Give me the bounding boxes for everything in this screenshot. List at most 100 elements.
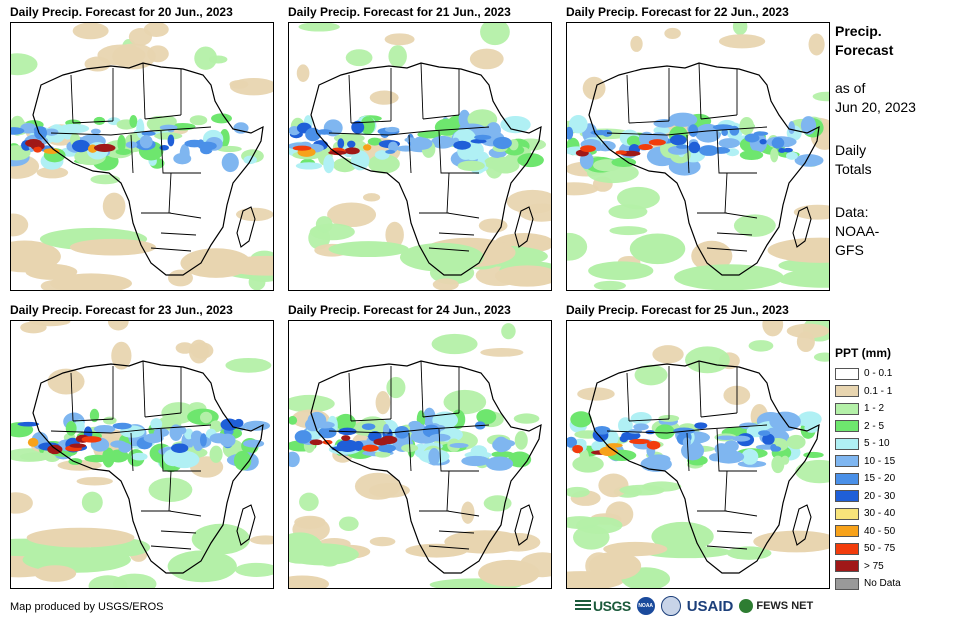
legend-swatch (835, 437, 859, 450)
precip-patch (295, 162, 323, 170)
legend-swatch (835, 560, 859, 573)
precip-patch (97, 44, 146, 66)
precip-patch (131, 452, 148, 461)
precip-patch (289, 575, 330, 588)
country-border (428, 247, 470, 252)
precip-patch (598, 473, 629, 498)
precip-core (315, 421, 335, 429)
precip-patch (323, 154, 335, 174)
precip-patch (158, 115, 177, 128)
legend-item: 1 - 2 (835, 400, 960, 418)
precip-patch (577, 387, 615, 401)
heavy-precip (328, 150, 347, 155)
precip-patch (432, 278, 459, 290)
precip-patch (741, 448, 759, 465)
precip-core (567, 126, 574, 140)
precip-patch (629, 233, 686, 265)
precip-core (159, 124, 178, 131)
precip-patch (651, 521, 714, 552)
precip-patch (169, 450, 200, 469)
precip-core (190, 430, 203, 443)
precip-patch (225, 357, 272, 373)
precip-patch (294, 515, 326, 529)
panel-title: Daily Precip. Forecast for 22 Jun., 2023 (566, 5, 789, 19)
precip-patch (362, 193, 381, 202)
country-border (350, 418, 392, 422)
precip-core (382, 423, 390, 435)
heavy-precip (638, 143, 653, 151)
totals-label: Totals (835, 161, 872, 177)
precip-core (71, 139, 90, 153)
legend-item: 10 - 15 (835, 453, 960, 471)
country-border (438, 530, 475, 534)
country-border (716, 530, 753, 534)
heavy-precip (572, 444, 584, 454)
heavy-precip (292, 145, 312, 151)
precip-patch (128, 28, 153, 46)
precip-patch (34, 565, 77, 582)
precip-core (112, 422, 132, 430)
precip-patch (616, 186, 660, 210)
country-border (438, 428, 479, 472)
data-label: Data: (835, 204, 869, 220)
precip-patch (233, 450, 252, 471)
precip-core (408, 420, 422, 429)
legend-swatch (835, 367, 859, 380)
legend-item: 0 - 0.1 (835, 365, 960, 383)
precip-patch (634, 364, 668, 386)
country-border (72, 120, 114, 124)
precip-patch (208, 55, 228, 64)
data-source-2: GFS (835, 242, 864, 258)
precip-core (404, 137, 417, 143)
madagascar-outline (792, 206, 812, 248)
country-border (606, 126, 768, 136)
precip-core (394, 425, 410, 439)
heavy-precip (629, 438, 650, 445)
precip-core (474, 134, 492, 140)
legend-swatch (835, 490, 859, 503)
precip-core (385, 445, 394, 454)
precip-patch (795, 459, 829, 484)
precip-map (11, 23, 273, 290)
precip-patch (812, 91, 829, 102)
precip-patch (739, 150, 764, 161)
legend-swatch (835, 455, 859, 468)
precip-patch (626, 135, 641, 147)
precip-patch (58, 123, 90, 134)
precip-core (170, 443, 189, 453)
precip-patch (423, 407, 436, 428)
precip-patch (129, 115, 138, 128)
africa-outline (32, 62, 264, 276)
map-frame (288, 320, 552, 589)
country-border (348, 74, 352, 124)
country-border (446, 172, 480, 219)
precip-core (712, 124, 734, 131)
precip-patch (11, 492, 33, 514)
precip-core (361, 423, 376, 431)
precip-core (759, 139, 767, 145)
precip-core (762, 433, 775, 445)
precip-patch (478, 559, 540, 587)
precip-core (167, 134, 175, 147)
precip-patch (517, 153, 544, 168)
precip-core (721, 128, 728, 137)
precip-patch (26, 527, 135, 548)
country-border (724, 470, 758, 517)
precip-patch (289, 543, 359, 566)
precip-patch (315, 216, 333, 233)
noaa-logo: NOAA (636, 597, 655, 615)
precip-patch (808, 33, 825, 56)
precip-core (143, 433, 164, 444)
precip-patch (718, 138, 740, 149)
precip-patch (609, 226, 648, 236)
precip-patch (150, 418, 163, 431)
precip-patch (485, 122, 501, 139)
legend-swatch (835, 420, 859, 433)
country-border (626, 372, 630, 422)
side-title-line2: Forecast (835, 42, 894, 58)
precip-patch (593, 280, 626, 290)
usgs-logo: USGS (575, 598, 631, 614)
precip-map (567, 23, 829, 290)
precip-core (219, 433, 236, 447)
country-border (130, 134, 134, 174)
